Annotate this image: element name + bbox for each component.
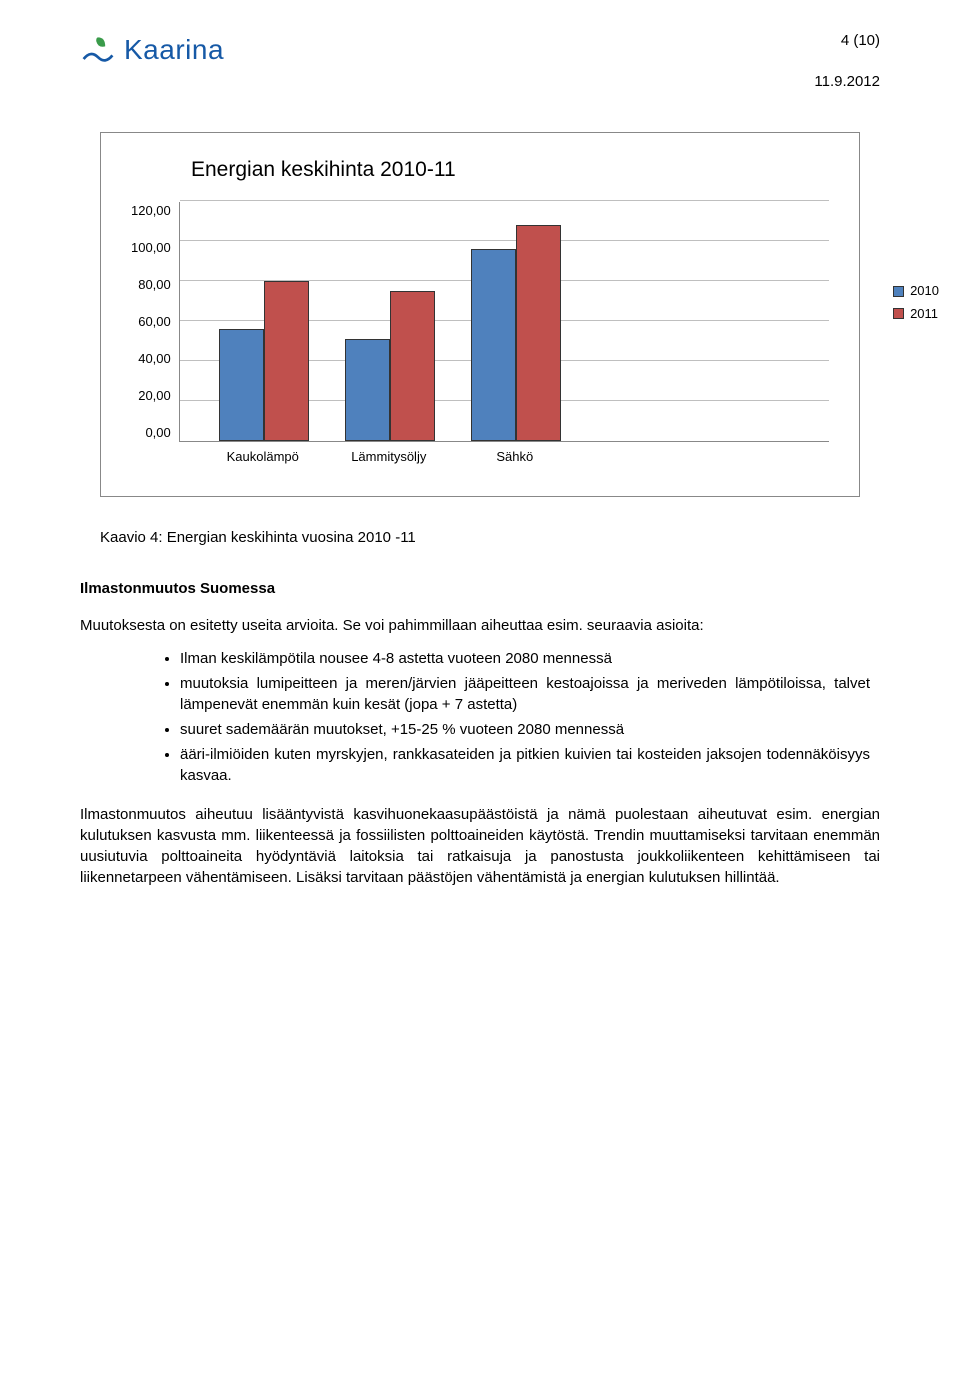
intro-paragraph: Muutoksesta on esitetty useita arvioita.… (80, 615, 880, 636)
list-item: muutoksia lumipeitteen ja meren/järvien … (180, 673, 880, 715)
legend-item: 2011 (893, 305, 939, 323)
y-tick-label: 40,00 (138, 350, 171, 368)
bar (219, 329, 264, 441)
y-tick-label: 100,00 (131, 239, 171, 257)
bar-chart: Energian keskihinta 2010-11 120,00 100,00… (100, 132, 860, 497)
bar-group (345, 291, 435, 441)
chart-gridline (180, 200, 829, 201)
bar (390, 291, 435, 441)
header-meta: 4 (10) 11.9.2012 (814, 30, 880, 112)
bar-group (471, 225, 561, 441)
bullet-list: Ilman keskilämpötila nousee 4-8 astetta … (180, 648, 880, 786)
page-header: Kaarina 4 (10) 11.9.2012 (80, 30, 880, 112)
bar (471, 249, 516, 441)
y-tick-label: 60,00 (138, 313, 171, 331)
y-tick-label: 20,00 (138, 387, 171, 405)
legend-label: 2010 (910, 282, 939, 300)
bar (264, 281, 309, 441)
chart-title: Energian keskihinta 2010-11 (191, 155, 829, 184)
x-tick-label: Sähkö (496, 448, 533, 466)
legend-swatch (893, 286, 904, 297)
legend-swatch (893, 308, 904, 319)
list-item: Ilman keskilämpötila nousee 4-8 astetta … (180, 648, 880, 669)
chart-legend: 2010 2011 (893, 282, 939, 326)
body-paragraph: Ilmastonmuutos aiheutuu lisääntyvistä ka… (80, 804, 880, 888)
section-heading: Ilmastonmuutos Suomessa (80, 578, 880, 599)
page-number: 4 (10) (814, 30, 880, 51)
y-tick-label: 0,00 (145, 424, 170, 442)
bar (516, 225, 561, 441)
x-tick-label: Kaukolämpö (227, 448, 299, 466)
list-item: suuret sademäärän muutokset, +15-25 % vu… (180, 719, 880, 740)
legend-label: 2011 (910, 305, 938, 323)
logo: Kaarina (80, 30, 224, 69)
x-tick-label: Lämmitysöljy (351, 448, 426, 466)
y-tick-label: 120,00 (131, 202, 171, 220)
leaf-wave-icon (80, 32, 116, 68)
list-item: ääri-ilmiöiden kuten myrskyjen, rankkasa… (180, 744, 880, 786)
chart-y-axis: 120,00 100,00 80,00 60,00 40,00 20,00 0,00 (131, 202, 179, 442)
bar-group (219, 281, 309, 441)
y-tick-label: 80,00 (138, 276, 171, 294)
document-date: 11.9.2012 (814, 71, 880, 92)
chart-x-axis: Kaukolämpö Lämmitysöljy Sähkö (179, 448, 829, 466)
figure-caption: Kaavio 4: Energian keskihinta vuosina 20… (100, 527, 860, 548)
logo-text: Kaarina (124, 30, 224, 69)
legend-item: 2010 (893, 282, 939, 300)
bar (345, 339, 390, 441)
chart-plot (179, 202, 829, 442)
